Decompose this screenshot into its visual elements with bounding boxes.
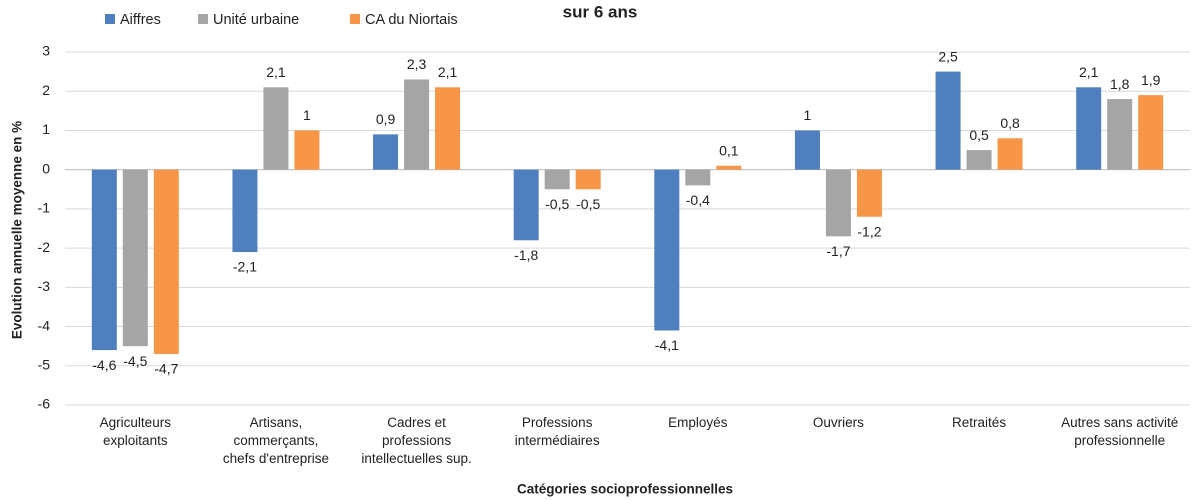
- x-tick-label: Artisans, commerçants, chefs d'entrepris…: [222, 415, 329, 466]
- y-tick-label: 1: [42, 121, 50, 137]
- data-label: 1: [804, 107, 812, 123]
- x-axis-label: Catégories socioprofessionnelles: [517, 482, 733, 497]
- chart-title: sur 6 ans: [563, 2, 638, 21]
- data-label: -4,7: [154, 361, 178, 377]
- bar: [825, 169, 851, 237]
- bar: [1138, 95, 1164, 170]
- y-tick-label: 3: [42, 43, 50, 59]
- bar: [654, 169, 680, 331]
- x-tick-label: Cadres et professions intellectuelles su…: [361, 415, 472, 466]
- bar: [91, 169, 117, 351]
- data-label: -0,4: [686, 192, 710, 208]
- y-tick-label: 2: [42, 82, 50, 98]
- bar: [294, 130, 320, 170]
- data-label: 0,5: [969, 127, 989, 143]
- data-label: -0,5: [545, 196, 569, 212]
- bar: [373, 134, 399, 170]
- y-tick-label: -5: [38, 356, 51, 372]
- y-tick-label: -6: [38, 396, 51, 412]
- data-label: 0,1: [719, 142, 739, 158]
- bar: [575, 169, 601, 190]
- data-label: -1,7: [826, 243, 850, 259]
- data-label: 2,3: [407, 56, 427, 72]
- data-label: 2,1: [1079, 64, 1099, 80]
- data-label: -4,6: [92, 357, 116, 373]
- data-label: 1,8: [1110, 76, 1130, 92]
- bar: [232, 169, 258, 253]
- data-label: -4,1: [655, 337, 679, 353]
- bar: [404, 79, 430, 170]
- x-tick-label: Professions intermédiaires: [514, 415, 600, 448]
- data-label: 0,9: [376, 111, 396, 127]
- bar: [435, 87, 461, 170]
- bar: [153, 169, 179, 355]
- data-label: -1,8: [514, 247, 538, 263]
- bar: [263, 87, 289, 170]
- x-tick-label: Agriculteurs exploitants: [99, 415, 171, 448]
- data-label: -2,1: [233, 259, 257, 275]
- data-label: 2,1: [266, 64, 286, 80]
- bar: [513, 169, 539, 241]
- x-tick-label: Retraités: [952, 415, 1007, 430]
- y-tick-label: 0: [42, 160, 50, 176]
- bar: [716, 165, 742, 170]
- bar: [122, 169, 148, 347]
- data-label: 1: [303, 107, 311, 123]
- bar: [856, 169, 882, 217]
- y-tick-label: -3: [38, 278, 51, 294]
- bar: [685, 169, 711, 186]
- x-tick-label: Ouvriers: [812, 415, 864, 430]
- legend-swatch: [198, 14, 208, 24]
- legend-label: Aiffres: [120, 12, 161, 28]
- x-tick-label: Autres sans activité professionnelle: [1061, 415, 1179, 448]
- data-label: 1,9: [1141, 72, 1161, 88]
- data-label: 2,5: [938, 48, 958, 64]
- bar: [997, 138, 1023, 170]
- data-label: 0,8: [1000, 115, 1020, 131]
- bar: [966, 150, 992, 170]
- bar: [1107, 99, 1133, 170]
- y-tick-label: -4: [38, 317, 51, 333]
- x-tick-label: Employés: [668, 415, 728, 430]
- data-label: -4,5: [123, 353, 147, 369]
- y-tick-label: -1: [38, 200, 51, 216]
- legend-label: Unité urbaine: [213, 12, 299, 28]
- legend-label: CA du Niortais: [365, 12, 458, 28]
- data-label: -1,2: [857, 223, 881, 239]
- legend-swatch: [105, 14, 115, 24]
- bar: [935, 71, 961, 170]
- legend-swatch: [350, 14, 360, 24]
- bar: [794, 130, 820, 170]
- data-label: 2,1: [438, 64, 458, 80]
- data-label: -0,5: [576, 196, 600, 212]
- y-axis-label: Evolution annuelle moyenne en %: [10, 121, 25, 339]
- y-tick-label: -2: [38, 239, 51, 255]
- bar: [1076, 87, 1102, 170]
- bar: [544, 169, 570, 190]
